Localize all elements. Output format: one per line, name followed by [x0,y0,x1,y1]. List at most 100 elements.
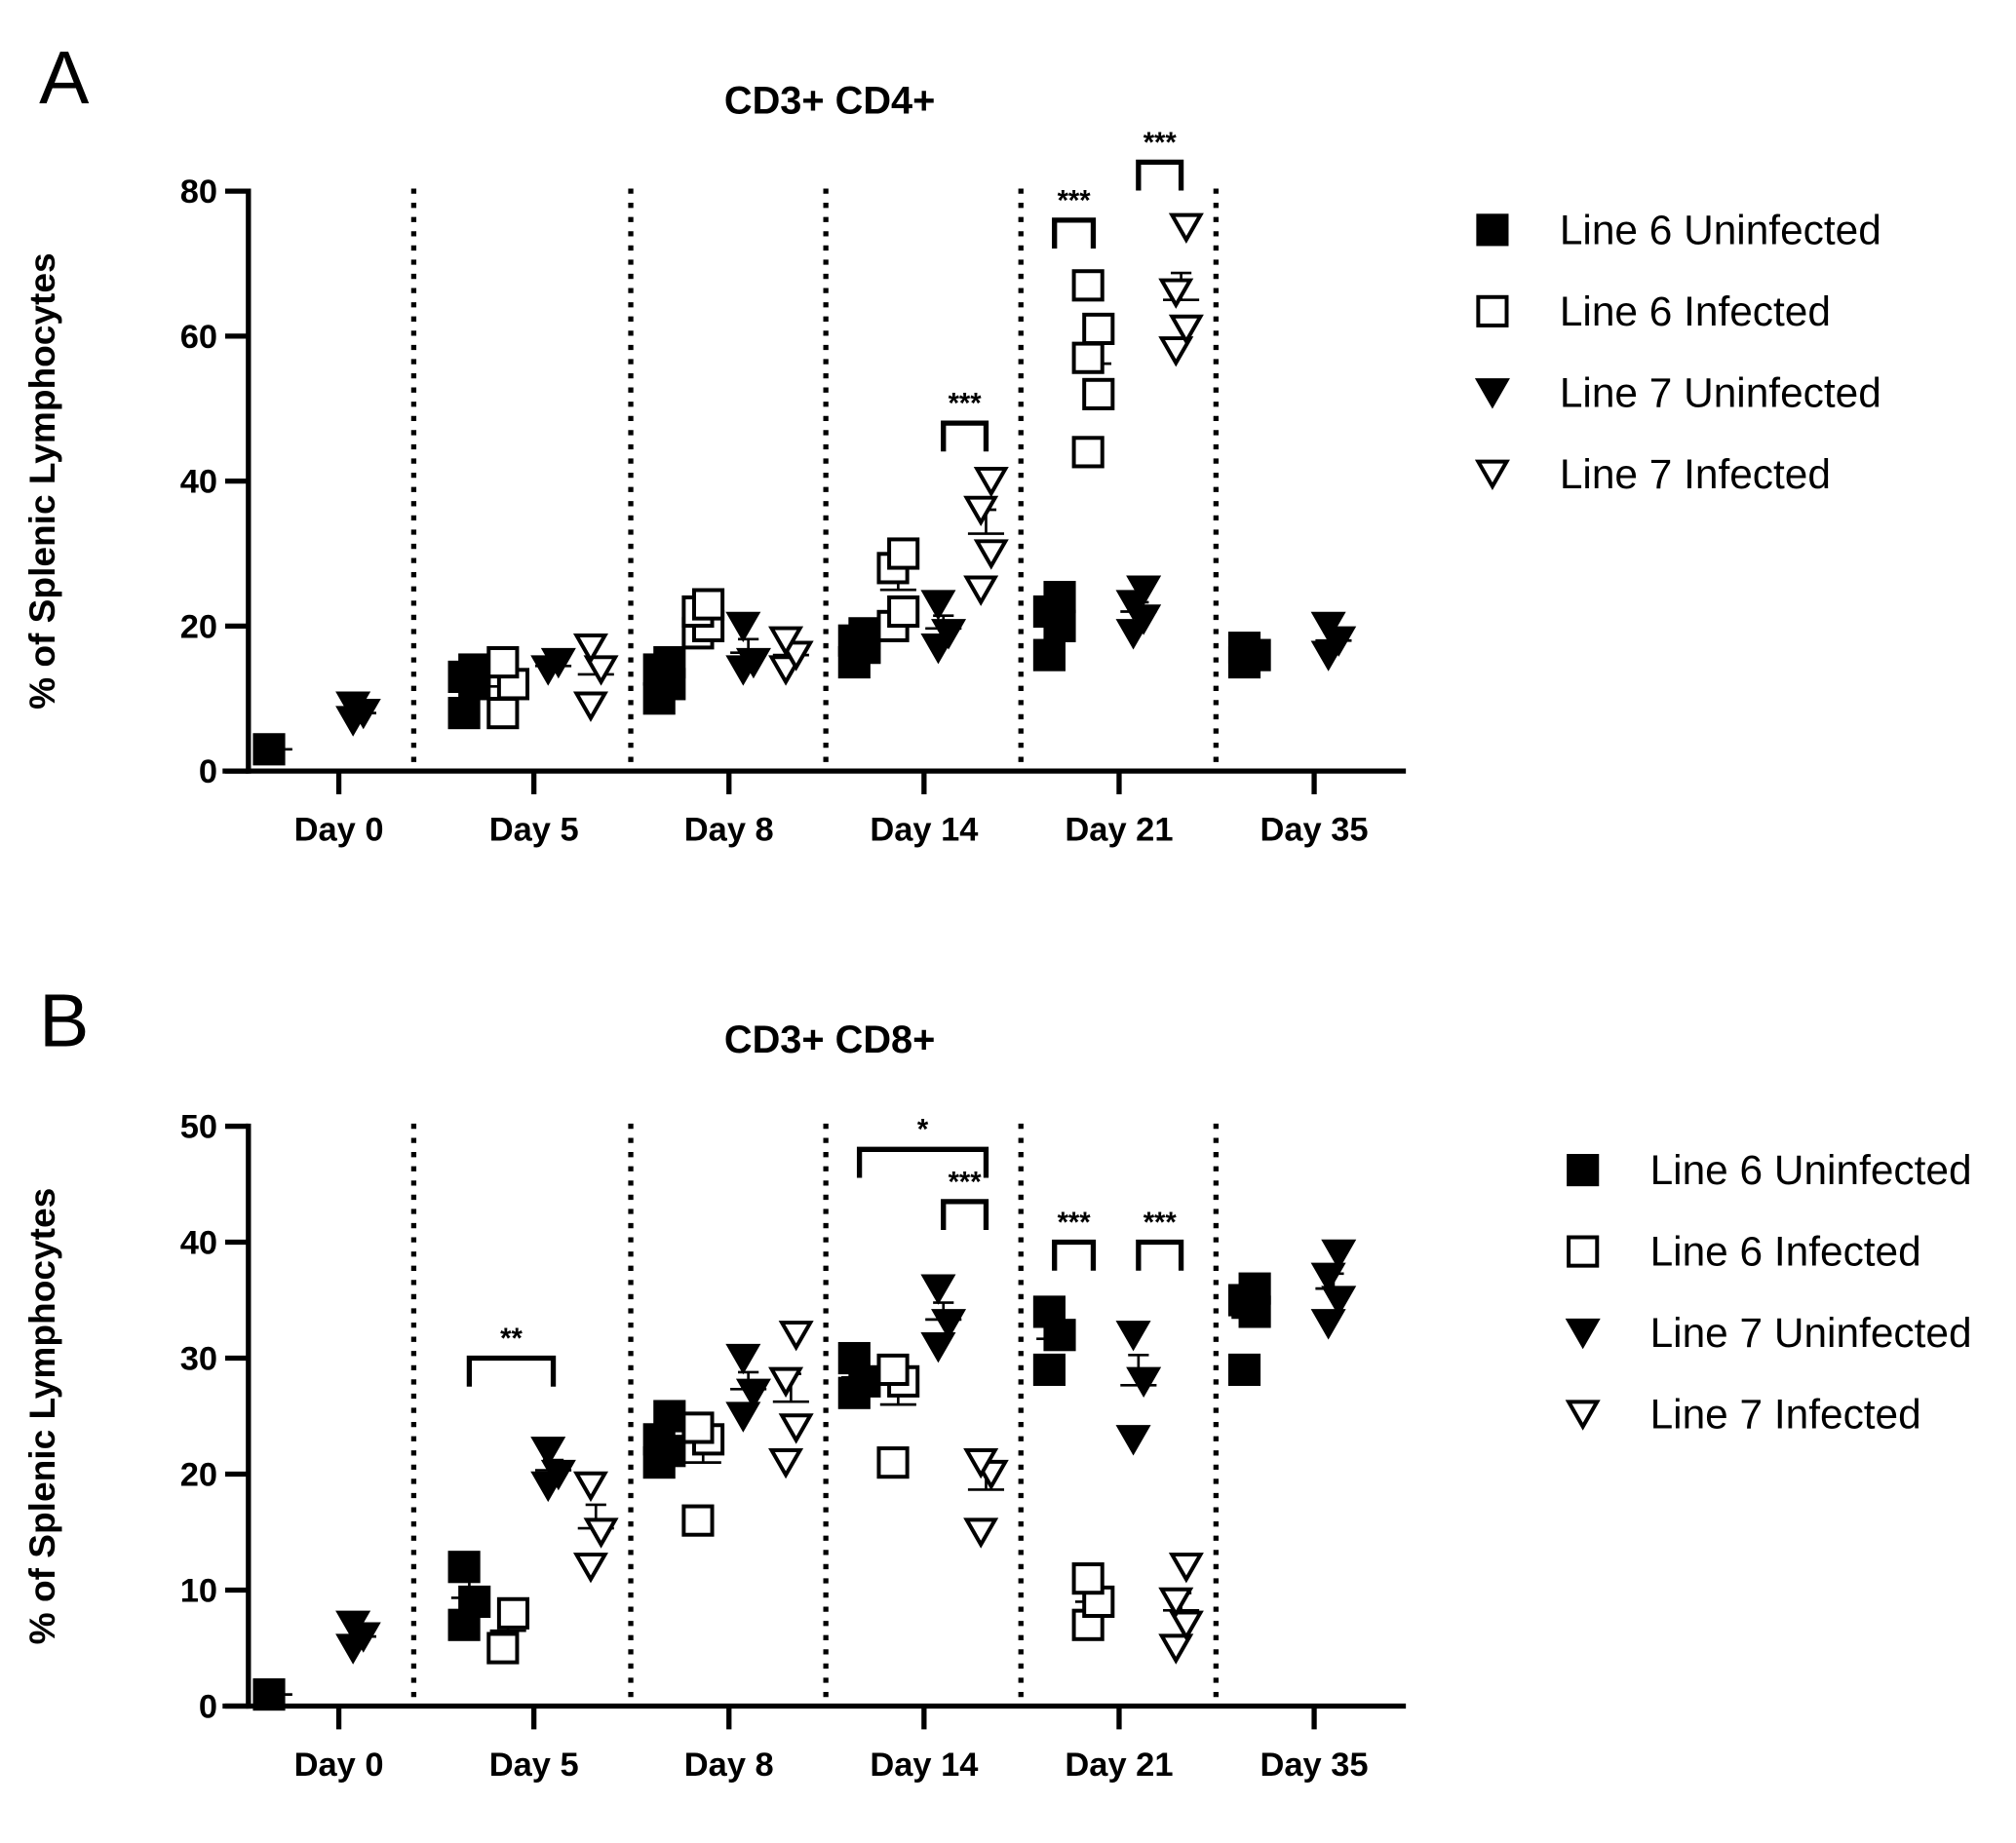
data-point [540,1459,576,1491]
data-point [496,1596,530,1630]
data-point [931,619,967,650]
data-point [1158,1587,1194,1619]
data-point [768,1366,804,1399]
data-point [778,1413,814,1444]
x-tick-label: Day 21 [1065,1747,1173,1784]
data-point [572,634,608,665]
data-point [920,590,956,621]
legend-marker [1474,378,1510,409]
data-point [963,1447,999,1479]
data-point [572,1471,608,1503]
panel-B: B CD3+ CD8+ % of Splenic Lymphocytes 0 10 20 3… [21,979,1972,1784]
significance-label: ** [500,1324,523,1355]
data-point [1115,1321,1151,1352]
data-point [1032,1353,1066,1387]
legend-marker [1565,1400,1601,1431]
data-point [1082,312,1115,345]
legend-label: Line 6 Infected [1560,288,1831,334]
y-tick-label: 20 [180,1456,217,1493]
data-point [1082,377,1115,410]
legend-label: Line 7 Infected [1560,451,1831,497]
data-point [725,1401,761,1433]
panel-A: A CD3+ CD4+ % of Splenic Lymphocytes 0 20 40 6… [21,36,1881,849]
significance-bracket [941,420,989,452]
data-point [725,611,761,643]
data-point [1158,1633,1194,1665]
data-point [1071,269,1105,302]
significance-label: *** [1058,185,1092,216]
data-point [1168,1553,1204,1584]
y-tick-label: 10 [180,1572,217,1609]
x-tick-label: Day 14 [870,812,978,849]
data-point [1310,1262,1346,1293]
y-tick-label: 0 [199,1688,217,1725]
significance-label: *** [949,1167,983,1198]
legend-marker [1567,1154,1600,1187]
data-point [768,626,804,657]
data-point [1168,212,1204,244]
data-point [837,1341,871,1375]
data-point [681,1504,715,1537]
significance-bracket [1052,217,1097,250]
data-point [1071,341,1105,374]
data-point [1071,436,1105,469]
significance-bracket [1136,1239,1184,1271]
data-point [540,647,576,679]
y-tick-label: 50 [180,1108,217,1145]
data-point [931,1309,967,1340]
data-point [1126,575,1162,606]
data-point [887,537,920,570]
data-point [735,647,771,679]
significance-bracket [1052,1239,1097,1271]
x-tick-label: Day 14 [870,1747,978,1784]
data-point [1238,1272,1271,1305]
data-point [1321,1286,1357,1317]
data-point [583,1517,619,1549]
data-point [876,1446,910,1479]
legend-marker [1565,1318,1601,1350]
data-point [447,697,481,730]
data-point [583,655,619,686]
data-point [1168,314,1204,346]
data-point [920,1274,956,1305]
significance-label: *** [1058,1208,1092,1239]
y-tick-label: 40 [180,464,217,501]
data-point [920,1331,956,1363]
legend-marker [1474,459,1510,490]
y-axis-label: % of Splenic Lymphocytes [21,252,62,710]
data-point [848,617,881,650]
data-point [572,1553,608,1584]
chart-title: CD3+ CD4+ [724,80,936,123]
significance-label: *** [1144,1208,1178,1239]
significance-label: * [917,1115,929,1146]
x-tick-label: Day 8 [684,812,774,849]
data-point [1032,638,1066,672]
data-point [1043,581,1076,614]
data-point [335,1610,371,1641]
y-tick-label: 40 [180,1224,217,1261]
significance-bracket [941,1199,989,1231]
legend-marker [1476,213,1509,247]
data-point [887,595,920,629]
y-tick-label: 80 [180,173,217,211]
data-point [572,691,608,722]
data-point [1115,1425,1151,1456]
data-point [1310,611,1346,643]
data-point [973,466,1009,498]
data-point [447,1551,481,1584]
data-point [1321,1239,1357,1271]
y-tick-label: 20 [180,608,217,645]
legend-marker [1476,294,1509,327]
x-tick-label: Day 35 [1260,812,1369,849]
x-tick-label: Day 0 [294,812,384,849]
data-point [725,1343,761,1375]
data-point [1168,1610,1204,1641]
x-tick-label: Day 5 [489,1747,579,1784]
y-tick-label: 60 [180,319,217,356]
data-point [876,1353,910,1387]
data-point [1227,1353,1261,1387]
data-point [458,653,491,686]
data-point [735,1378,771,1409]
significance-bracket [856,1146,989,1178]
